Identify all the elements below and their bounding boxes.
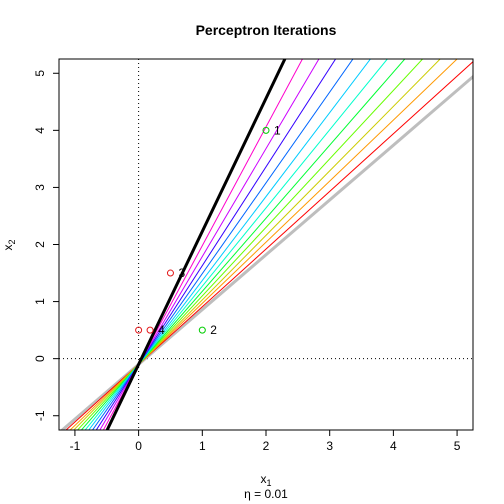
x-axis-label: x1 (260, 472, 271, 488)
data-point-2 (198, 326, 206, 334)
y-tick-label-0: 0 (33, 355, 47, 362)
y-tick-label-2: 2 (33, 241, 47, 248)
y-tick-label-3: 3 (33, 184, 47, 191)
x-axis-label-main: x (260, 472, 266, 486)
data-point-4 (135, 326, 143, 334)
x-axis-label-sub: 1 (266, 478, 271, 488)
chart-title: Perceptron Iterations (196, 22, 337, 38)
x-tick-label-4: 4 (390, 439, 397, 453)
y-axis-label-main: x (1, 245, 15, 251)
data-point-3 (166, 269, 174, 277)
y-tick-label-4: 4 (33, 127, 47, 134)
x-tick-label-5: 5 (454, 439, 461, 453)
boundary-line-2 (65, 61, 473, 430)
boundary-line-1 (60, 74, 473, 430)
x-tick-label-1: 1 (199, 439, 206, 453)
eta-caption: η = 0.01 (244, 487, 288, 501)
y-axis-label-sub: 2 (7, 239, 17, 244)
data-point-label-5: 4 (158, 323, 165, 337)
data-point-1 (262, 126, 270, 134)
y-tick-label-1: 1 (33, 298, 47, 305)
data-point-5 (146, 326, 154, 334)
y-tick-label-5: 5 (33, 70, 47, 77)
plot-frame (58, 58, 474, 431)
x-tick-label-2: 2 (263, 439, 270, 453)
x-tick-label-3: 3 (326, 439, 333, 453)
x-tick-label-0: 0 (135, 439, 142, 453)
data-point-label-2: 2 (210, 323, 217, 337)
data-point-label-3: 3 (178, 266, 185, 280)
y-tick-label--1: -1 (33, 410, 47, 421)
data-point-label-1: 1 (274, 123, 281, 137)
y-axis-label: x2 (1, 239, 17, 250)
x-tick-label--1: -1 (70, 439, 81, 453)
